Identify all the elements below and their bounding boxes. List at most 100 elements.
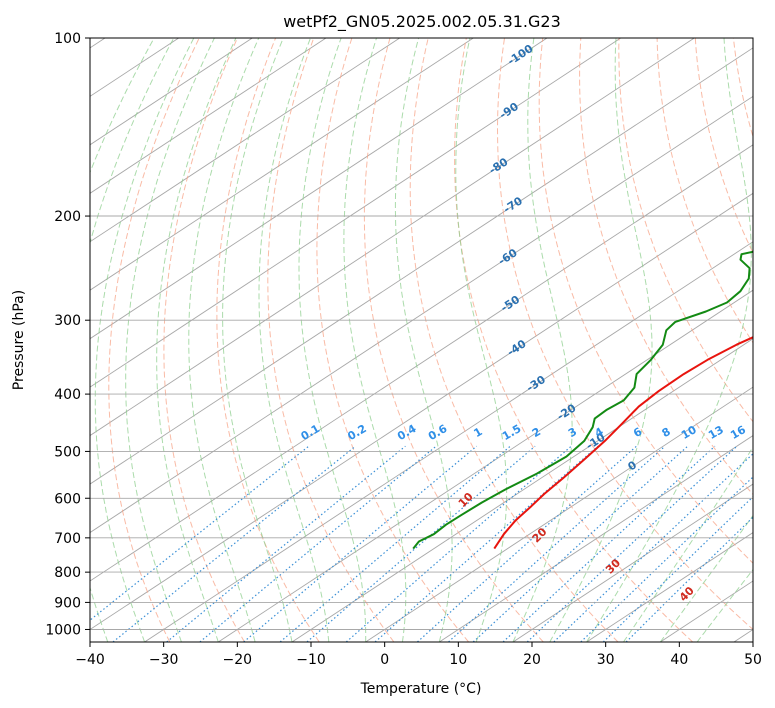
moist-adiabat-line (90, 38, 155, 174)
mixing-ratio-line (112, 445, 356, 642)
isotherm-label: -90 (497, 100, 521, 122)
y-tick-label: 100 (54, 31, 81, 47)
isotherm-line (144, 241, 753, 642)
moist-adiabat-label: 40 (677, 584, 697, 604)
isotherm-line (90, 38, 400, 243)
y-tick-label: 900 (54, 595, 81, 611)
mixing-ratio-line (306, 445, 536, 642)
dry-adiabat-line (267, 38, 395, 642)
moist-adiabat-line (94, 38, 195, 642)
mixing-ratio-label: 10 (679, 423, 699, 442)
y-tick-label: 1000 (45, 622, 81, 638)
isotherm-line (586, 531, 753, 642)
dry-adiabat-line (363, 38, 544, 642)
isotherm-line (365, 386, 753, 642)
x-tick-label: 50 (744, 652, 762, 668)
isotherm-line (90, 38, 474, 291)
dry-adiabat-line (163, 38, 245, 642)
isotherm-line (512, 483, 753, 642)
x-axis: −40 −30 −20 −10 0 10 20 30 40 50 (75, 642, 762, 668)
mixing-ratio-label: 8 (660, 425, 673, 440)
mixing-ratio-line (345, 445, 572, 642)
x-tick-label: 10 (449, 652, 467, 668)
isotherm-line (90, 47, 753, 485)
dry-adiabat-line (216, 38, 320, 642)
pressure-grid (90, 38, 753, 630)
plot-frame (89, 37, 754, 643)
isotherm-line (733, 628, 753, 642)
mixing-ratio-label: 1 (471, 425, 484, 440)
moist-adiabat-line (258, 38, 330, 642)
isotherm-label: -30 (524, 373, 548, 395)
dry-adiabat-line (538, 38, 753, 564)
moist-adiabat-line (343, 38, 407, 642)
mixing-ratio-label: 1.5 (500, 422, 523, 443)
dry-adiabats (108, 38, 775, 642)
x-tick-label: −30 (149, 652, 179, 668)
isotherm-line (90, 38, 253, 146)
mixing-ratio-label: 2 (530, 425, 543, 440)
isotherm-label: 0 (625, 458, 639, 473)
x-tick-label: −10 (296, 652, 326, 668)
y-axis-title: Pressure (hPa) (11, 290, 27, 390)
dry-adiabat-line (409, 38, 619, 642)
isotherm-label: -40 (505, 337, 529, 359)
chart-title: wetPf2_GN05.2025.002.05.31.G23 (283, 12, 561, 32)
isotherm-label: -70 (501, 194, 525, 216)
moist-adiabat-line (394, 38, 453, 642)
profile-lines (412, 250, 753, 550)
mixing-ratio-label: 0.6 (426, 422, 450, 443)
isotherm-line (218, 289, 753, 642)
moist-adiabat-line (512, 38, 573, 642)
mixing-ratio-line (472, 445, 689, 642)
mixing-ratio-line (526, 445, 738, 642)
mixing-ratio-label: 13 (706, 423, 726, 442)
isotherm-line (90, 38, 695, 437)
x-axis-title: Temperature (°C) (360, 681, 482, 697)
y-tick-label: 300 (54, 313, 81, 329)
moist-adiabat-line (549, 38, 653, 642)
mixing-ratio-label: 0.1 (299, 422, 322, 443)
y-tick-label: 200 (54, 209, 81, 225)
dry-adiabat-line (316, 38, 469, 642)
dry-adiabat-line (618, 38, 753, 423)
moist-adiabat-line (222, 38, 293, 642)
dry-adiabat-line (656, 38, 753, 344)
isotherm-label: -20 (555, 401, 579, 423)
mixing-ratio-line (448, 445, 666, 642)
isotherm-label: -60 (496, 246, 520, 268)
mixing-ratio-label: 16 (728, 423, 748, 442)
isotherm-line (90, 192, 753, 631)
x-tick-label: 40 (670, 652, 688, 668)
dewpoint-profile-line (412, 250, 753, 550)
mixing-ratio-line (90, 445, 310, 621)
y-tick-label: 500 (54, 444, 81, 460)
dry-adiabat-line (694, 38, 753, 254)
dry-adiabat-line (454, 38, 694, 642)
moist-adiabat-line (298, 38, 367, 642)
x-tick-label: 20 (523, 652, 541, 668)
isotherm-line (291, 338, 753, 642)
y-tick-label: 400 (54, 387, 81, 403)
mixing-ratio-line (580, 476, 753, 642)
moist-adiabat-line (586, 38, 752, 642)
mixing-ratio-line (199, 445, 437, 642)
x-tick-label: 0 (380, 652, 389, 668)
moist-adiabat-line (623, 446, 753, 642)
y-tick-label: 800 (54, 565, 81, 581)
temperature-profile-line (493, 336, 753, 550)
mixing-ratio-label: 3 (566, 425, 579, 440)
x-tick-label: −20 (223, 652, 253, 668)
isotherm-line (90, 95, 753, 534)
mixing-ratio-line (166, 445, 406, 642)
y-axis: 100 200 300 400 500 600 700 800 900 1000 (45, 31, 90, 638)
mixing-ratio-label: 0.2 (345, 422, 368, 443)
isotherm-label: -50 (498, 293, 522, 315)
isotherm-line (90, 38, 621, 388)
dry-adiabat-line (772, 38, 775, 642)
isotherm-grid (90, 38, 753, 642)
dry-adiabat-line (108, 38, 200, 642)
mixing-ratio-label: 0.4 (395, 422, 419, 443)
moist-adiabats (90, 38, 753, 642)
